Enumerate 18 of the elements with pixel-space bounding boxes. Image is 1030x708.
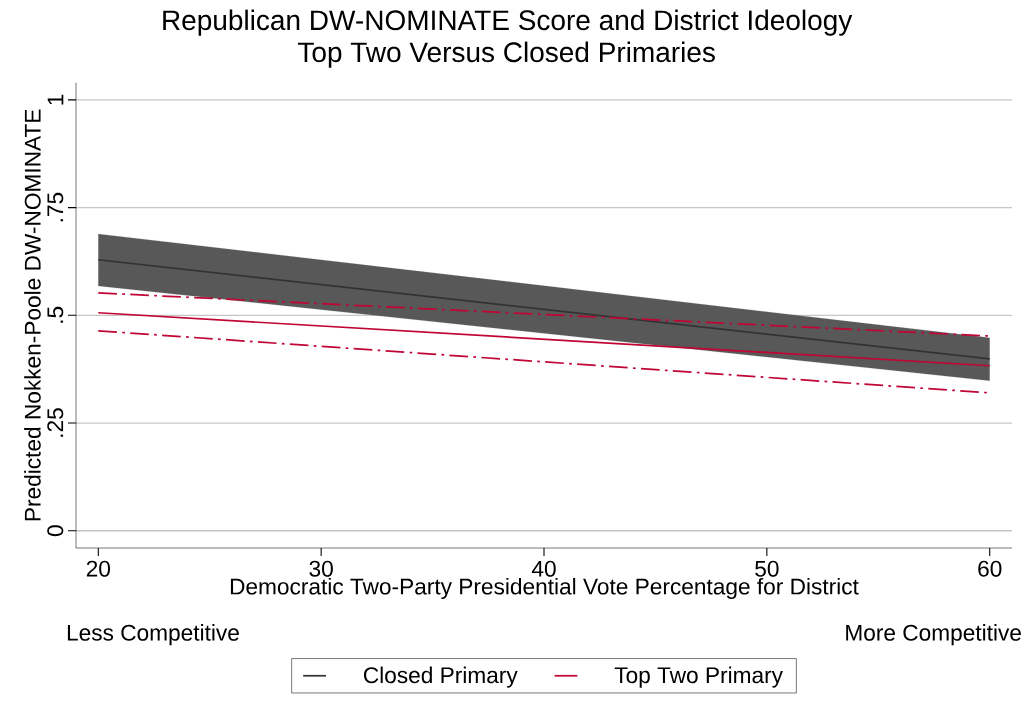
legend-label: Top Two Primary [614, 666, 783, 688]
x-tick-label: 40 [531, 560, 556, 577]
y-tick-label: .75 [47, 192, 64, 222]
y-tick-label: 0 [47, 525, 64, 537]
text: More Competitive [846, 624, 1021, 646]
x-tick-label: 30 [309, 560, 333, 577]
y-axis-title: Predicted Nokken-Poole DW-NOMINATE [24, 109, 41, 521]
y-tick-label: .5 [47, 306, 64, 323]
legend-label: Closed Primary [363, 666, 518, 688]
x-tick-label: 50 [755, 560, 779, 577]
x-tick-label: 20 [86, 560, 111, 577]
y-tick-label: 1 [47, 94, 64, 105]
text: Less Competitive [67, 624, 239, 646]
y-tick-label: .25 [47, 408, 64, 437]
chart-subtitle: Top Two Versus Closed Primaries [298, 41, 715, 68]
x-axis-title: Democratic Two-Party Presidential Vote Percentage for District [230, 577, 859, 600]
chart-title: Republican DW-NOMINATE Score and District Ideology [163, 9, 853, 36]
x-tick-label: 60 [978, 560, 1002, 577]
